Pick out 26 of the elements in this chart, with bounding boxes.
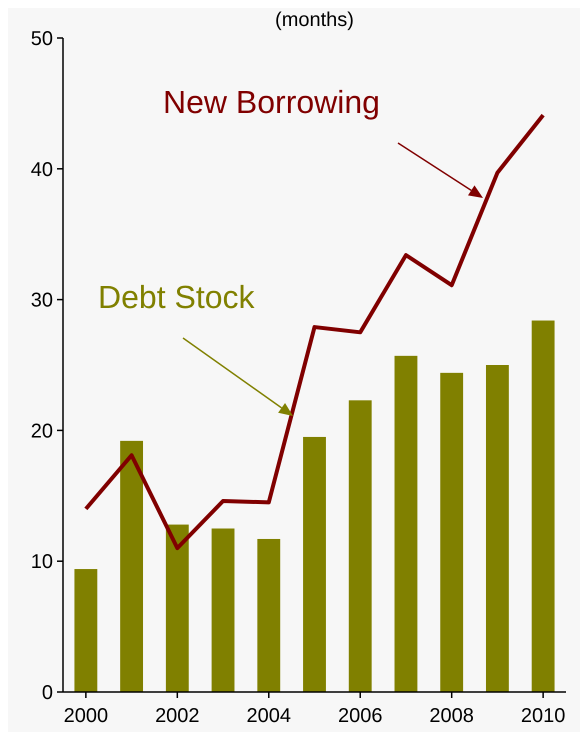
bar xyxy=(394,356,418,692)
bar xyxy=(440,372,464,692)
bar xyxy=(257,538,280,692)
x-tick-label: 2004 xyxy=(246,705,292,727)
bar xyxy=(166,524,189,692)
x-tick-label: 2002 xyxy=(155,705,200,727)
x-tick-label: 2000 xyxy=(64,705,108,727)
x-tick-label: 2008 xyxy=(429,705,474,727)
y-tick-label: 10 xyxy=(30,551,53,574)
bar xyxy=(348,400,372,692)
bar xyxy=(74,569,98,692)
bar xyxy=(212,528,234,692)
y-tick-label: 30 xyxy=(30,290,53,312)
bar xyxy=(532,320,555,692)
chart-title: (months) xyxy=(275,9,354,31)
text: Debt Stock xyxy=(98,279,256,315)
text: New Borrowing xyxy=(163,84,380,120)
y-tick-label: 0 xyxy=(42,682,53,704)
y-tick-label: 50 xyxy=(30,28,53,50)
y-tick-label: 20 xyxy=(30,420,53,442)
x-tick-label: 2006 xyxy=(338,705,382,727)
x-tick-label: 2010 xyxy=(520,705,566,727)
bar xyxy=(303,436,326,692)
bar xyxy=(486,365,509,692)
y-tick-label: 40 xyxy=(30,158,53,181)
bar xyxy=(120,440,144,692)
